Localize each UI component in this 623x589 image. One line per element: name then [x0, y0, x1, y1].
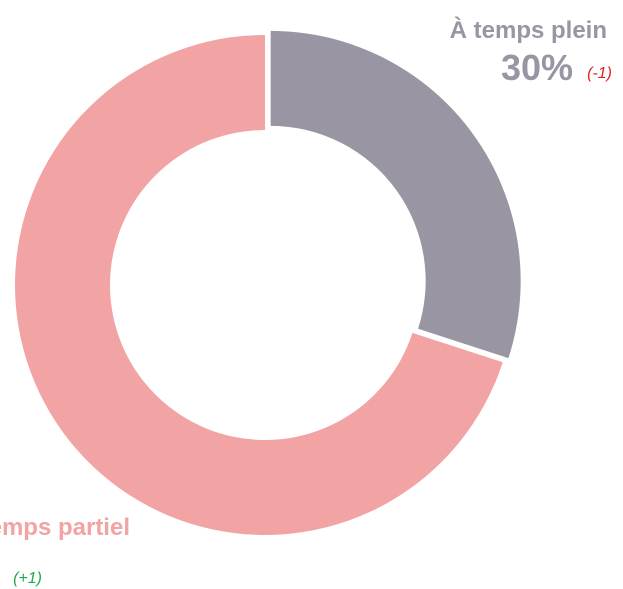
segment-change: (+1) — [13, 570, 42, 587]
segment-change: (-1) — [587, 65, 612, 82]
donut-segment — [15, 35, 503, 535]
donut-segment — [270, 30, 521, 359]
segment-value: 30% — [501, 47, 573, 88]
segment-label: À temps plein — [450, 16, 607, 44]
segment-label: À temps partiel — [0, 513, 130, 541]
